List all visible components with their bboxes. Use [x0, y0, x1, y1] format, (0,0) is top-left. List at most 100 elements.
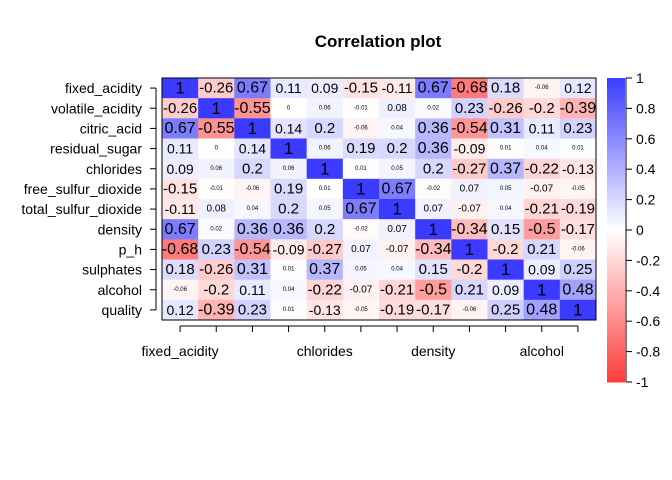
legend-color-step: [607, 84, 625, 88]
heatmap-cell: [451, 239, 488, 260]
legend-color-step: [607, 266, 625, 271]
cell-value-label: 0.23: [455, 100, 484, 117]
cell-value-label: -0.09: [453, 141, 485, 157]
cell-value-label: 0.06: [210, 166, 222, 172]
legend-color-step: [607, 233, 625, 237]
cell-value-label: 0.05: [391, 166, 403, 172]
cell-value-label: -0.2: [203, 281, 229, 298]
heatmap-cell: [198, 299, 235, 321]
legend-color-step: [607, 299, 625, 304]
legend-color-step: [607, 333, 625, 337]
heatmap-cell: [198, 78, 235, 99]
heatmap-cell: [379, 259, 416, 281]
cell-value-label: 1: [212, 99, 221, 118]
cell-value-label: -0.11: [165, 201, 196, 217]
heatmap-cell: [451, 259, 488, 281]
row-axis: fixed_acidity volatile_acidity citric_acid…: [21, 80, 157, 318]
heatmap-cell: [487, 98, 525, 119]
heatmap-cell: [306, 219, 344, 240]
cell-value-label: 1: [356, 179, 365, 198]
cell-value-label: 0.19: [346, 140, 375, 157]
legend-color-step: [607, 360, 625, 365]
heatmap-cell: [415, 279, 452, 301]
legend-tick-label: -0.8: [636, 344, 660, 360]
cell-value-label: -0.2: [529, 100, 555, 117]
legend-color-step: [607, 357, 625, 362]
heatmap-cell: [162, 138, 199, 160]
heatmap-cell: [162, 219, 199, 240]
heatmap-cell: [379, 279, 416, 301]
heatmap-cell: [198, 279, 235, 301]
legend-color-step: [607, 248, 625, 252]
cell-value-label: 0.01: [500, 146, 512, 152]
heatmap-cell: [559, 98, 597, 119]
heatmap-cell: [415, 158, 452, 180]
legend-color-step: [607, 318, 625, 322]
legend-color-step: [607, 220, 625, 225]
legend-color-step: [607, 348, 625, 353]
heatmap-cell: [559, 259, 597, 281]
cell-value-label: 0.67: [382, 180, 413, 197]
cell-value-label: 0.2: [314, 120, 335, 137]
cell-value-label: 0.04: [536, 146, 548, 152]
legend-color-step: [607, 105, 625, 109]
legend-color-step: [607, 202, 625, 207]
legend-color-step: [607, 181, 625, 185]
heatmap-cell: [162, 239, 199, 260]
cell-value-label: 0.2: [423, 160, 444, 177]
cell-value-label: -0.01: [354, 105, 368, 111]
legend-color-step: [607, 226, 625, 231]
cell-value-label: -0.27: [308, 241, 342, 258]
cell-value-label: -0.07: [350, 284, 373, 295]
cell-value-label: 1: [320, 159, 329, 178]
heatmap-cell: [559, 299, 597, 321]
cell-value-label: 1: [465, 240, 474, 259]
color-legend: 1 0.8 0.6 0.4 0.2 0 -0.2 -0.4 -0.6 -0.8 -1: [607, 70, 660, 390]
cell-value-label: -0.09: [273, 241, 305, 257]
heatmap-cell: [306, 279, 344, 301]
legend-tick-label: 0.6: [636, 131, 656, 147]
legend-color-step: [607, 372, 625, 377]
heatmap-cell: [451, 219, 488, 240]
legend-color-step: [607, 296, 625, 301]
heatmap-cell: [342, 259, 380, 281]
heatmap-cell: [559, 279, 597, 301]
cell-value-label: 0.67: [418, 80, 449, 97]
legend-color-step: [607, 306, 625, 310]
heatmap-cell: [162, 279, 199, 301]
legend-color-step: [607, 287, 625, 292]
cell-value-label: 0.05: [355, 267, 367, 273]
legend-color-step: [607, 363, 625, 368]
cell-value-label: 0.07: [460, 183, 480, 194]
heatmap-cell: [415, 78, 452, 99]
legend-color-step: [607, 111, 625, 115]
cell-value-label: -0.54: [451, 120, 488, 137]
cell-value-label: 1: [501, 260, 510, 279]
legend-color-step: [607, 369, 625, 374]
cell-value-label: 0.09: [492, 282, 519, 298]
legend-color-step: [607, 160, 625, 164]
legend-color-step: [607, 214, 625, 219]
cell-value-label: -0.06: [571, 246, 585, 252]
cell-value-label: 0.23: [202, 241, 231, 258]
heatmap-cell: [415, 118, 452, 139]
legend-tick-label: -0.2: [636, 252, 660, 268]
heatmap-cell: [306, 299, 344, 321]
heatmap-cell: [270, 299, 308, 321]
cell-value-label: 0.01: [572, 146, 584, 152]
cell-value-label: -0.22: [525, 160, 559, 177]
cell-value-label: 0.04: [500, 206, 512, 212]
heatmap-cell: [198, 239, 235, 260]
cell-value-label: 0.2: [278, 201, 299, 218]
cell-value-label: 0.09: [166, 161, 193, 177]
legend-color-step: [607, 190, 625, 195]
cell-value-label: -0.06: [246, 186, 260, 192]
heatmap-cell: [234, 118, 271, 139]
heatmap-cell: [306, 118, 344, 139]
legend-color-step: [607, 150, 625, 155]
heatmap-cell: [487, 78, 525, 99]
heatmap-cell: [234, 158, 271, 180]
heatmap-cell: [523, 279, 561, 301]
legend-color-step: [607, 251, 625, 255]
legend-color-step: [607, 184, 625, 188]
